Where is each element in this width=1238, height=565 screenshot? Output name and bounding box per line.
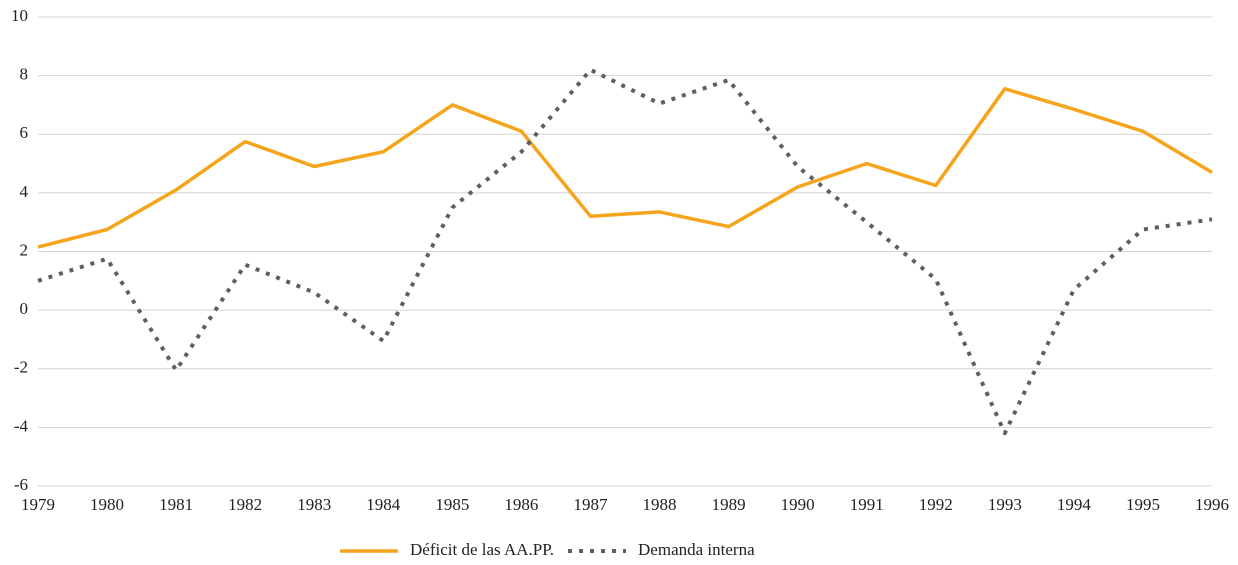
- x-tick-label: 1995: [1126, 495, 1160, 514]
- x-tick-label: 1989: [712, 495, 746, 514]
- x-tick-label: 1979: [21, 495, 55, 514]
- y-tick-label: -6: [14, 475, 28, 494]
- x-tick-label: 1992: [919, 495, 953, 514]
- x-tick-label: 1996: [1195, 495, 1229, 514]
- x-tick-label: 1986: [504, 495, 538, 514]
- x-tick-label: 1994: [1057, 495, 1092, 514]
- x-tick-label: 1982: [228, 495, 262, 514]
- y-tick-label: 6: [20, 123, 29, 142]
- y-tick-label: 10: [11, 6, 28, 25]
- series-line: [37, 87, 1213, 249]
- x-tick-label: 1980: [90, 495, 124, 514]
- y-tick-label: 0: [20, 299, 29, 318]
- y-tick-label: 4: [20, 182, 29, 201]
- legend-label: Déficit de las AA.PP.: [410, 540, 554, 559]
- y-tick-label: -2: [14, 358, 28, 377]
- y-tick-label: -4: [14, 416, 29, 435]
- x-tick-label: 1990: [781, 495, 815, 514]
- y-tick-label: 2: [20, 240, 29, 259]
- x-tick-label: 1987: [573, 495, 608, 514]
- x-tick-label: 1981: [159, 495, 193, 514]
- y-tick-label: 8: [20, 65, 29, 84]
- x-tick-label: 1988: [643, 495, 677, 514]
- series-line: [37, 67, 1213, 436]
- x-tick-label: 1985: [435, 495, 469, 514]
- x-tick-label: 1983: [297, 495, 331, 514]
- legend-label: Demanda interna: [638, 540, 755, 559]
- x-tick-label: 1993: [988, 495, 1022, 514]
- x-tick-label: 1984: [366, 495, 401, 514]
- x-tick-label: 1991: [850, 495, 884, 514]
